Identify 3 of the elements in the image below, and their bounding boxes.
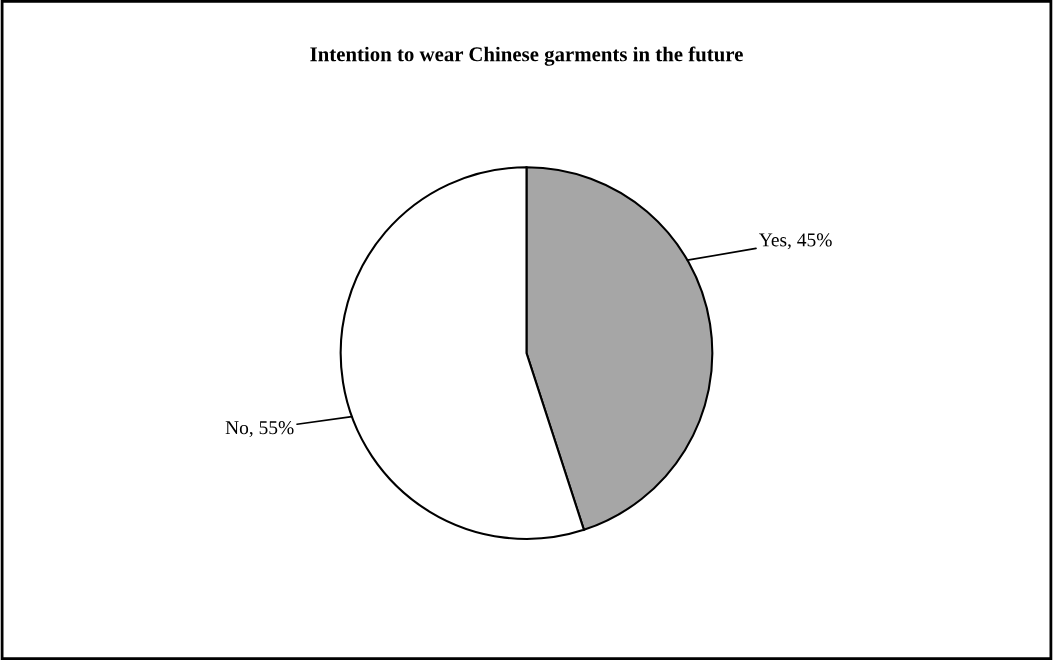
- slice-label: No, 55%: [225, 421, 294, 438]
- slice-label: Yes, 45%: [759, 233, 832, 250]
- chart-title: Intention to wear Chinese garments in the future: [310, 46, 743, 66]
